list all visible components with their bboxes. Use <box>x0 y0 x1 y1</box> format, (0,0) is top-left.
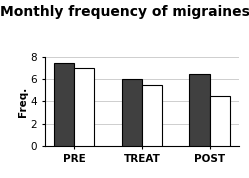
Bar <box>189 74 210 146</box>
Text: Monthly frequency of migraines: Monthly frequency of migraines <box>0 5 249 19</box>
Bar <box>122 79 142 146</box>
Bar <box>210 96 230 146</box>
Bar <box>54 62 74 146</box>
Y-axis label: Freq.: Freq. <box>18 86 28 117</box>
Bar <box>142 85 162 146</box>
Bar <box>74 68 94 146</box>
